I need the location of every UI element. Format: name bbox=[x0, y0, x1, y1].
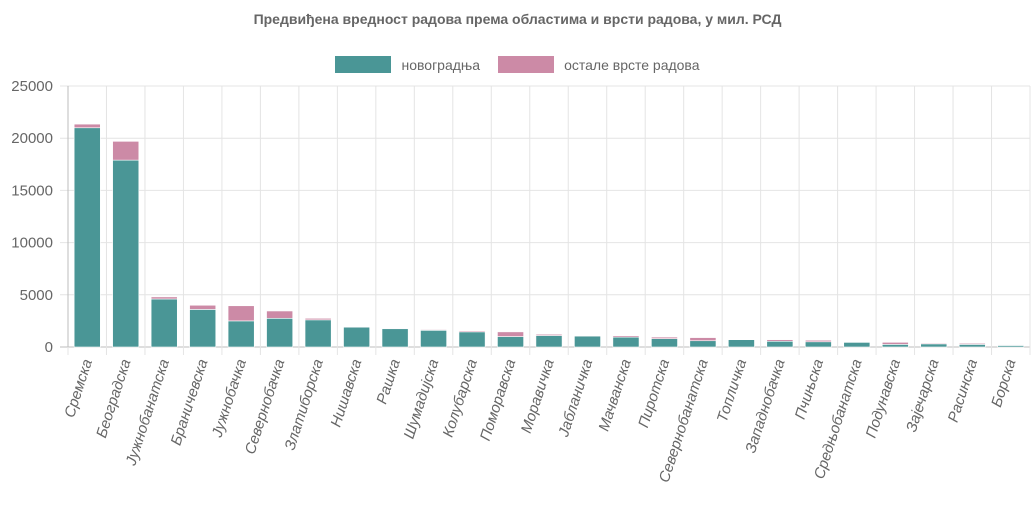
bar-novogradnja[interactable] bbox=[574, 335, 601, 348]
x-tick-label: Рашка bbox=[373, 357, 403, 406]
x-tick-label: Расинска bbox=[945, 357, 981, 424]
bar-ostale-vrste[interactable] bbox=[266, 310, 294, 319]
x-tick-label: Западнобачка bbox=[742, 357, 788, 455]
bar-ostale-vrste[interactable] bbox=[150, 296, 178, 300]
x-tick-label: Зајечарска bbox=[903, 357, 943, 434]
x-tick-label: Топличка bbox=[714, 357, 750, 424]
bar-novogradnja[interactable] bbox=[343, 326, 370, 348]
x-tick-label: Пчињска bbox=[792, 357, 827, 422]
bar-novogradnja[interactable] bbox=[304, 319, 332, 348]
x-tick-label: Београдска bbox=[93, 357, 134, 440]
bar-novogradnja[interactable] bbox=[920, 343, 948, 348]
legend-swatch-other bbox=[498, 56, 555, 73]
bar-ostale-vrste[interactable] bbox=[343, 326, 370, 328]
x-tick-label: Моравичка bbox=[518, 357, 558, 435]
legend-label-new: новоградња bbox=[401, 56, 481, 73]
bar-ostale-vrste[interactable] bbox=[843, 341, 871, 343]
bar-novogradnja[interactable] bbox=[728, 339, 755, 348]
x-tick-label: Сремска bbox=[61, 357, 96, 420]
bar-novogradnja[interactable] bbox=[689, 340, 717, 348]
y-tick-label: 10000 bbox=[11, 235, 53, 252]
legend-swatch-new bbox=[335, 56, 392, 73]
bar-novogradnja[interactable] bbox=[804, 341, 832, 348]
x-tick-label: Подунавска bbox=[863, 357, 904, 440]
bar-ostale-vrste[interactable] bbox=[497, 331, 524, 337]
bar-ostale-vrste[interactable] bbox=[304, 317, 332, 321]
x-tick-label: Шумадијска bbox=[401, 357, 443, 441]
bar-novogradnja[interactable] bbox=[266, 317, 294, 348]
x-tick-label: Пиротска bbox=[635, 357, 673, 430]
bar-novogradnja[interactable] bbox=[958, 344, 986, 348]
bar-novogradnja[interactable] bbox=[73, 127, 101, 348]
bar-ostale-vrste[interactable] bbox=[689, 337, 717, 342]
x-tick-label: Јабланичка bbox=[555, 357, 596, 440]
y-tick-label: 15000 bbox=[11, 182, 53, 199]
x-tick-label: Борска bbox=[988, 357, 1019, 409]
bar-ostale-vrste[interactable] bbox=[766, 339, 794, 342]
bar-ostale-vrste[interactable] bbox=[189, 304, 217, 310]
bar-ostale-vrste[interactable] bbox=[458, 330, 486, 333]
bar-ostale-vrste[interactable] bbox=[227, 305, 255, 322]
bar-novogradnja[interactable] bbox=[381, 328, 409, 348]
chart-title: Предвиђена вредност радова према области… bbox=[253, 11, 782, 27]
y-tick-label: 20000 bbox=[11, 130, 53, 147]
bar-novogradnja[interactable] bbox=[458, 331, 486, 348]
bar-novogradnja[interactable] bbox=[612, 336, 640, 348]
bar-novogradnja[interactable] bbox=[535, 335, 563, 348]
bar-ostale-vrste[interactable] bbox=[997, 344, 1025, 346]
legend: новоградња остале врсте радова bbox=[0, 56, 1035, 73]
bar-novogradnja[interactable] bbox=[150, 298, 178, 348]
legend-item-other[interactable]: остале врсте радова bbox=[498, 56, 700, 73]
bar-novogradnja[interactable] bbox=[420, 329, 447, 348]
bar-ostale-vrste[interactable] bbox=[535, 333, 563, 336]
x-tick-label: Мачванска bbox=[595, 357, 634, 433]
bar-novogradnja[interactable] bbox=[766, 340, 794, 348]
bar-ostale-vrste[interactable] bbox=[651, 336, 678, 339]
x-tick-label: Златиборска bbox=[281, 357, 326, 452]
y-tick-label: 0 bbox=[45, 339, 53, 356]
x-tick-label: Браничевска bbox=[168, 357, 212, 447]
bar-novogradnja[interactable] bbox=[843, 342, 871, 348]
bar-novogradnja[interactable] bbox=[651, 338, 678, 348]
y-tick-label: 25000 bbox=[11, 78, 53, 95]
bar-ostale-vrste[interactable] bbox=[804, 339, 832, 343]
x-tick-label: Јужнобачка bbox=[208, 357, 250, 440]
legend-label-other: остале врсте радова bbox=[564, 56, 700, 73]
bar-ostale-vrste[interactable] bbox=[958, 343, 986, 345]
y-tick-label: 5000 bbox=[20, 287, 53, 304]
x-tick-label: Севернобачка bbox=[242, 357, 289, 456]
bar-ostale-vrste[interactable] bbox=[881, 342, 909, 345]
x-tick-label: Поморавска bbox=[477, 357, 519, 443]
x-tick-label: Нишавска bbox=[327, 357, 365, 429]
bar-ostale-vrste[interactable] bbox=[612, 335, 640, 338]
bar-novogradnja[interactable] bbox=[227, 320, 255, 348]
bar-ostale-vrste[interactable] bbox=[728, 338, 755, 340]
bar-ostale-vrste[interactable] bbox=[112, 141, 140, 161]
bar-ostale-vrste[interactable] bbox=[73, 123, 101, 129]
bar-novogradnja[interactable] bbox=[189, 309, 217, 348]
bar-ostale-vrste[interactable] bbox=[920, 342, 948, 345]
bar-ostale-vrste[interactable] bbox=[420, 329, 447, 331]
x-tick-label: Колубарска bbox=[440, 357, 481, 439]
bar-novogradnja[interactable] bbox=[497, 336, 524, 348]
bar-novogradnja[interactable] bbox=[112, 159, 140, 348]
legend-item-new[interactable]: новоградња bbox=[335, 56, 480, 73]
bar-novogradnja[interactable] bbox=[881, 344, 909, 348]
